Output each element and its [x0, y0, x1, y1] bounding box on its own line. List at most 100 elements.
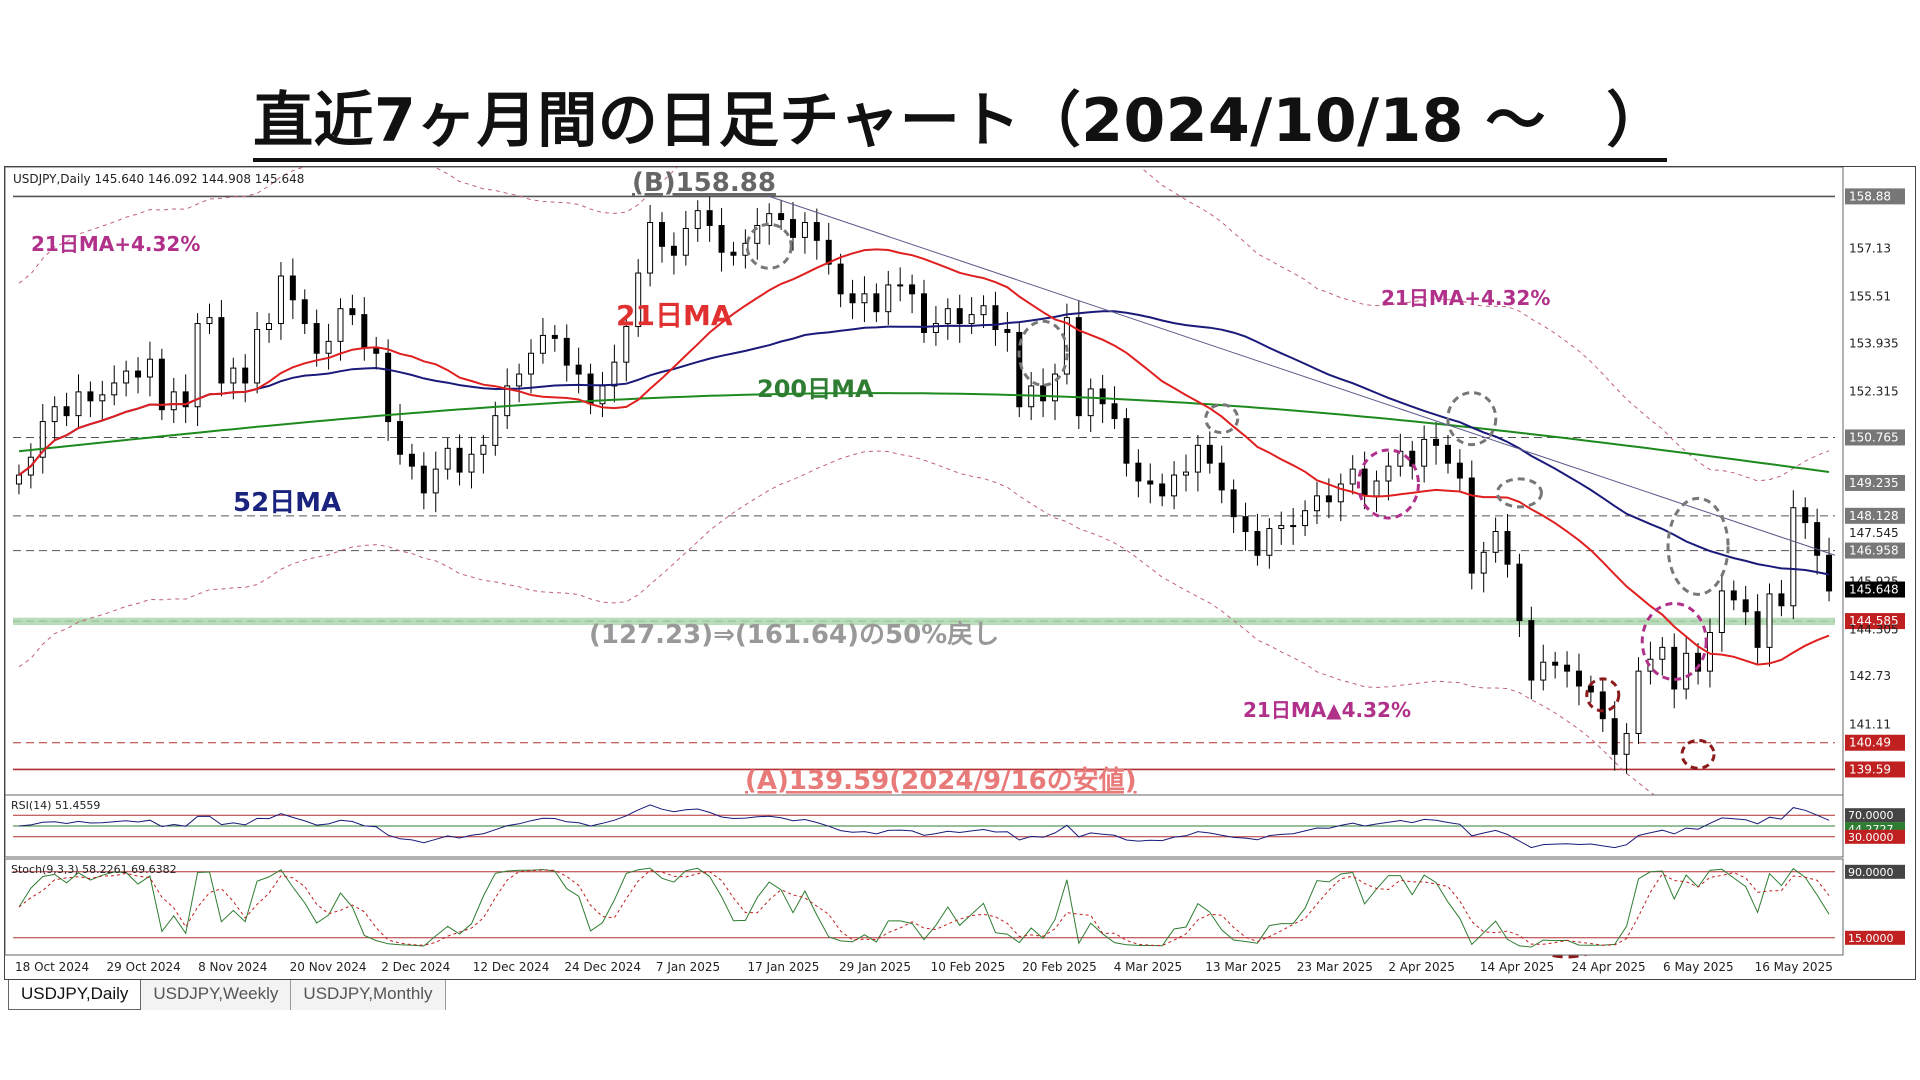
rsi-tick-label: 30.0000	[1848, 831, 1894, 844]
rsi-tag	[1845, 808, 1905, 823]
candle-body	[1468, 477, 1475, 574]
candle-body	[1230, 489, 1237, 518]
time-tick-label: 6 May 2025	[1663, 960, 1734, 974]
annotation-circle	[1666, 496, 1730, 596]
candle-body	[277, 275, 284, 325]
candle-body	[1004, 328, 1011, 333]
candle-body	[194, 323, 201, 408]
chart-window[interactable]: 158.88 157.13 155.51 153.935 152.315 150.765 1…	[4, 47, 1916, 980]
candle-body	[1135, 462, 1142, 482]
candle-body	[968, 314, 975, 325]
candle-body	[111, 382, 118, 396]
price-tick-label: 152.315	[1849, 384, 1899, 398]
candle-body	[539, 334, 546, 354]
label-ma200: 200日MA	[757, 375, 874, 403]
label-ma52: 52日MA	[233, 488, 341, 518]
candle-body	[1171, 474, 1178, 497]
candle-body	[1373, 480, 1380, 497]
price-tick-label: 153.935	[1849, 336, 1899, 350]
candle-body	[1325, 495, 1332, 503]
candle-body	[492, 415, 499, 446]
annotation-circle	[1356, 448, 1420, 520]
price-tick-label: 142.73	[1849, 669, 1891, 683]
candle-body	[754, 225, 761, 244]
rsi-tag	[1845, 829, 1905, 844]
candle-body	[575, 364, 582, 375]
candle-body	[790, 219, 797, 238]
candle-body	[1087, 388, 1094, 417]
ma21-upper-band	[18, 47, 1830, 482]
candle-body	[1302, 510, 1309, 527]
candle-body	[718, 225, 725, 253]
candle-body	[39, 421, 46, 458]
stoch-tick-label: 90.0000	[1848, 866, 1894, 879]
time-tick-label: 12 Dec 2024	[473, 960, 550, 974]
candle-body	[528, 352, 535, 375]
candle-body	[861, 293, 868, 304]
candle-body	[1218, 462, 1225, 491]
candle-body	[1278, 525, 1285, 530]
candle-body	[1552, 661, 1559, 666]
price-tick-label: 146.958	[1849, 544, 1899, 558]
candle-body	[397, 421, 404, 455]
candle-body	[1182, 471, 1189, 476]
candle-body	[1635, 670, 1642, 735]
price-tag	[1845, 581, 1905, 598]
candle-body	[385, 352, 392, 423]
candle-body	[1587, 685, 1594, 693]
candle-body	[1754, 611, 1761, 648]
candle-body	[1575, 670, 1582, 687]
candle-body	[51, 406, 58, 423]
candle-body	[1528, 620, 1535, 681]
candle-body	[1266, 528, 1273, 556]
candle-body	[361, 314, 368, 348]
ma21-line	[18, 248, 1830, 666]
candle-body	[87, 391, 94, 402]
label-ma21-lower: 21日MA▲4.32%	[1243, 698, 1411, 722]
candle-body	[75, 391, 82, 417]
candle-body	[980, 305, 987, 316]
candle-body	[1659, 646, 1666, 660]
time-tick-label: 4 Mar 2025	[1114, 960, 1182, 974]
label-ma21-upper-left: 21日MA+4.32%	[31, 232, 200, 256]
moving-averages	[18, 195, 1836, 666]
candle-body	[611, 361, 618, 387]
label-ma21-upper-right: 21日MA+4.32%	[1381, 286, 1550, 310]
candle-body	[432, 468, 439, 494]
candle-body	[778, 213, 785, 221]
price-tick-label: 149.235	[1849, 476, 1899, 490]
time-tick-label: 24 Dec 2024	[564, 960, 641, 974]
annotation-circle	[1495, 477, 1543, 509]
candle-body	[921, 293, 927, 333]
envelope-bands	[18, 47, 1830, 849]
time-tick-label: 13 Mar 2025	[1205, 960, 1281, 974]
rsi-header: RSI(14) 51.4559	[11, 799, 100, 812]
annotation-circle	[1017, 319, 1069, 387]
tab-usdjpy-daily[interactable]: USDJPY,Daily	[8, 980, 142, 1010]
tab-usdjpy-weekly[interactable]: USDJPY,Weekly	[141, 980, 292, 1010]
time-tick-label: 14 Apr 2025	[1480, 960, 1554, 974]
candle-body	[659, 222, 666, 247]
candle-body	[289, 275, 296, 301]
annotation-circle	[745, 222, 793, 270]
candle-body	[1361, 468, 1368, 497]
price-tag	[1845, 761, 1905, 778]
tab-usdjpy-monthly[interactable]: USDJPY,Monthly	[291, 980, 446, 1010]
price-tick-label: 148.128	[1849, 509, 1899, 523]
candle-body	[1254, 531, 1261, 556]
price-tick-label: 140.49	[1849, 736, 1891, 750]
candle-body	[1623, 733, 1630, 755]
price-tick-label: 139.59	[1849, 762, 1891, 776]
annotation-circle	[1204, 403, 1240, 435]
price-tick-label: 158.88	[1849, 189, 1891, 203]
candle-body	[1504, 531, 1511, 565]
candle-body	[647, 222, 654, 274]
time-tick-label: 29 Oct 2024	[107, 960, 181, 974]
price-tick-label: 147.545	[1849, 526, 1899, 540]
candle-body	[456, 447, 463, 473]
label-a-low: (A)139.59(2024/9/16の安値)	[745, 766, 1137, 796]
price-tag	[1845, 734, 1905, 751]
candle-body	[932, 323, 939, 333]
annotation-circle	[1640, 601, 1708, 681]
candle-body	[1456, 462, 1463, 479]
